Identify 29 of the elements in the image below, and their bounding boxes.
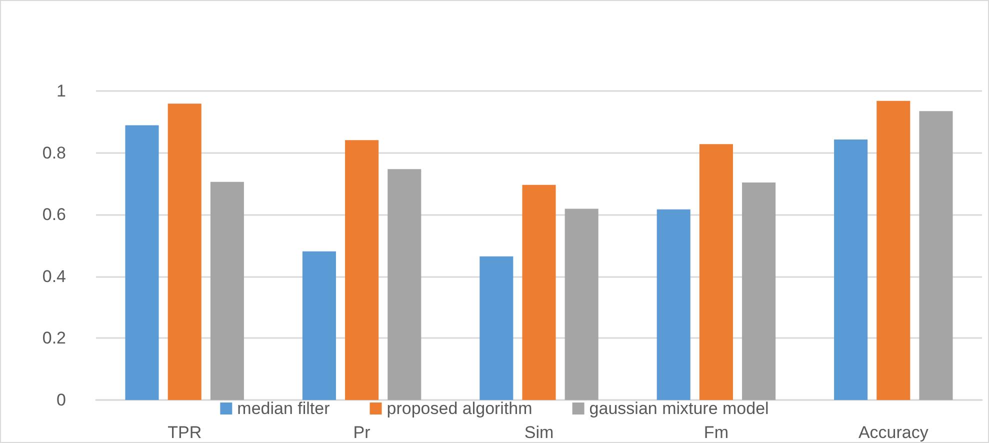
y-tick-label: 0.2 [42, 328, 66, 348]
bar [345, 140, 379, 400]
y-tick-label: 1 [56, 82, 66, 100]
bar [388, 169, 422, 400]
x-tick-label: TPR [168, 423, 202, 442]
bar [480, 256, 514, 400]
bar [656, 209, 690, 400]
bar [834, 140, 868, 400]
y-tick-label: 0 [56, 390, 66, 410]
bar [876, 100, 910, 400]
bar [125, 125, 159, 400]
bar [699, 144, 733, 400]
x-tick-label: Accuracy [858, 423, 929, 442]
bar [522, 184, 556, 400]
y-tick-label: 0.4 [42, 266, 66, 286]
bar [564, 208, 598, 400]
legend-label: proposed algorithm [386, 399, 532, 418]
bar [168, 104, 202, 400]
legend-label: gaussian mixture model [589, 399, 769, 418]
bar [210, 182, 244, 400]
bar [742, 182, 776, 400]
x-tick-label: Sim [524, 423, 554, 442]
bar [302, 251, 336, 400]
legend-label: median filter [237, 399, 330, 418]
y-tick-label: 0.8 [42, 143, 66, 162]
x-tick-label: Fm [704, 423, 728, 442]
bar [919, 111, 953, 400]
x-tick-label: Pr [353, 423, 371, 442]
y-tick-label: 0.6 [42, 205, 66, 224]
